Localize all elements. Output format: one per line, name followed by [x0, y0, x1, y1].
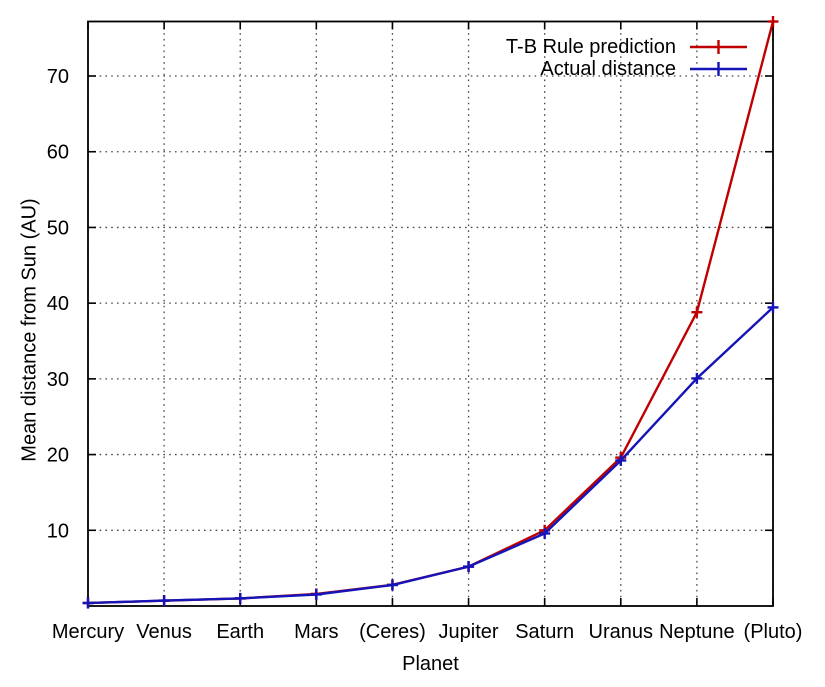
x-tick-label: Saturn	[515, 621, 574, 643]
y-tick-label: 40	[47, 293, 69, 315]
y-tick-label: 70	[47, 66, 69, 88]
x-tick-label: Mercury	[52, 621, 124, 643]
y-tick-label: 20	[47, 445, 69, 467]
plot-border	[87, 20, 774, 607]
y-tick-label: 50	[47, 217, 69, 239]
x-tick-label: (Pluto)	[744, 621, 803, 643]
x-tick-label: Uranus	[589, 621, 653, 643]
y-axis-title: Mean distance from Sun (AU)	[18, 198, 41, 462]
series-line-0	[87, 21, 775, 605]
legend-label-tb-rule: T-B Rule prediction	[505, 35, 676, 58]
y-tick-label: 10	[47, 520, 69, 542]
x-tick-label: Neptune	[659, 621, 735, 643]
legend-label-actual: Actual distance	[540, 57, 676, 80]
y-tick-label: 30	[47, 369, 69, 391]
x-tick-label: Mars	[294, 621, 338, 643]
legend-sample-tb-rule	[690, 40, 747, 54]
legend: T-B Rule prediction Actual distance	[506, 36, 748, 80]
x-axis-title: Planet	[402, 653, 459, 675]
legend-item-actual: Actual distance	[506, 58, 748, 80]
x-tick-label: Jupiter	[439, 621, 499, 643]
y-tick-label: 60	[47, 142, 69, 164]
x-tick-label: Earth	[216, 621, 264, 643]
legend-sample-actual	[690, 62, 747, 76]
legend-item-tb-rule: T-B Rule prediction	[506, 36, 748, 58]
x-tick-label: (Ceres)	[359, 621, 426, 643]
series-line-1	[87, 306, 774, 605]
x-tick-label: Venus	[136, 621, 192, 643]
